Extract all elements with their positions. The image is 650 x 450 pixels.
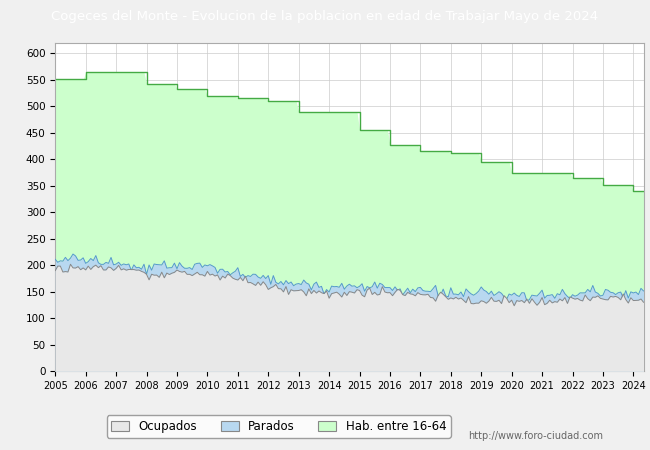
Text: Cogeces del Monte - Evolucion de la poblacion en edad de Trabajar Mayo de 2024: Cogeces del Monte - Evolucion de la pobl… [51,10,599,23]
Legend: Ocupados, Parados, Hab. entre 16-64: Ocupados, Parados, Hab. entre 16-64 [107,415,451,437]
Text: http://www.foro-ciudad.com: http://www.foro-ciudad.com [468,431,603,441]
